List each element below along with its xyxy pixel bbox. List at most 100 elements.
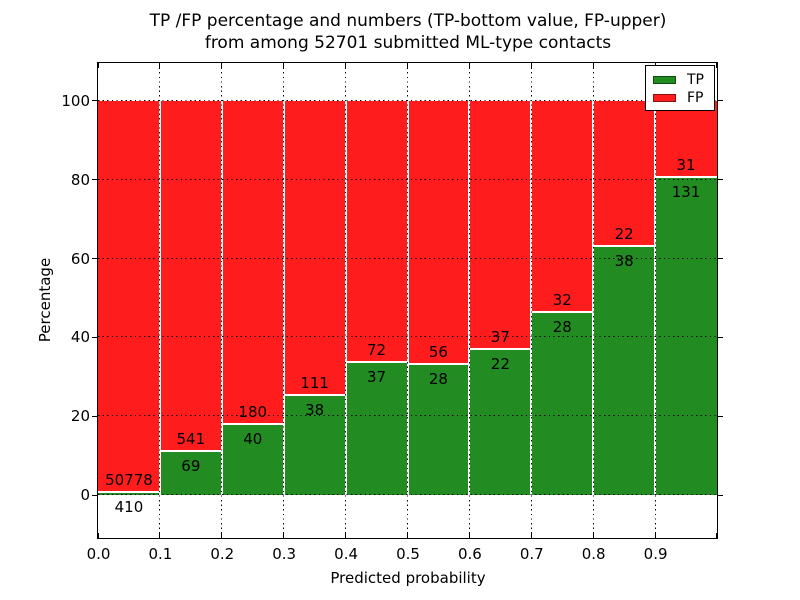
x-tick-label-0.2: 0.2	[210, 545, 235, 563]
x-gridline-0.3	[282, 63, 285, 538]
x-tick-label-0.7: 0.7	[519, 545, 544, 563]
x-tick-bottom	[468, 533, 470, 538]
x-tick-top	[221, 63, 223, 68]
x-tick-label-0.3: 0.3	[272, 545, 297, 563]
fp-segment	[531, 100, 594, 311]
x-tick-label-0.0: 0.0	[86, 545, 111, 563]
x-gridline-dots	[159, 63, 161, 538]
tp-count-label: 37	[366, 367, 387, 386]
x-tick-label-0.6: 0.6	[457, 545, 482, 563]
fp-count-label: 180	[238, 402, 268, 421]
x-tick-top	[407, 63, 408, 68]
y-tick-right	[717, 100, 723, 102]
y-gridline-0	[98, 494, 717, 496]
tp-legend-swatch	[653, 76, 676, 84]
fp-count-label: 32	[552, 290, 572, 309]
tp-count-label: 131	[671, 182, 701, 201]
x-tick-top	[345, 63, 347, 68]
x-tick-top	[592, 63, 594, 68]
y-tick-label-60: 60	[70, 249, 90, 268]
tp-segment	[221, 422, 284, 495]
plot-area: 50778 410 541 69 180 40 111 38 72 37 56 28 37 22 32 28 2…	[97, 62, 718, 539]
x-gridline-0.2	[220, 63, 223, 538]
x-tick-bottom	[407, 533, 408, 538]
stacked-bar-0.4	[345, 100, 408, 495]
x-gridline-0.7	[530, 63, 533, 538]
x-tick-bottom	[345, 533, 347, 538]
x-tick-bottom	[283, 533, 285, 538]
fp-count-label: 72	[366, 340, 387, 359]
y-tick-label-100: 100	[61, 91, 90, 110]
tp-count-label: 69	[181, 457, 201, 476]
y-gridline-40	[98, 336, 717, 338]
fp-count-label: 22	[614, 224, 634, 243]
fp-count-label: 31	[676, 155, 696, 174]
fp-segment	[469, 100, 532, 348]
tp-segment	[593, 244, 656, 495]
fp-count-label: 37	[490, 327, 510, 346]
x-tick-top	[159, 63, 161, 68]
tp-count-label: 410	[114, 498, 144, 517]
y-tick-left	[92, 494, 97, 496]
x-gridline-dots	[283, 63, 285, 538]
fp-segment	[283, 100, 346, 395]
x-gridline-0.1	[158, 63, 161, 538]
x-tick-top	[530, 63, 532, 68]
x-gridline-0.4	[344, 63, 347, 538]
x-gridline-dots	[592, 63, 594, 538]
x-tick-bottom	[221, 533, 223, 538]
y-tick-label-20: 20	[70, 407, 90, 426]
tp-count-label: 22	[490, 354, 510, 373]
x-gridline-dots	[654, 63, 656, 538]
y-tick-left	[92, 258, 97, 260]
legend-item-tp: TP	[653, 71, 714, 89]
y-tick-left	[92, 336, 97, 338]
x-tick-label-0.4: 0.4	[334, 545, 359, 563]
x-tick-label-0.9: 0.9	[643, 545, 668, 563]
x-gridline-0.8	[592, 63, 595, 538]
y-tick-label-40: 40	[70, 328, 90, 347]
legend-item-fp: FP	[653, 89, 714, 107]
stacked-bar-0.8	[593, 100, 656, 495]
tp-segment	[655, 175, 717, 495]
x-axis-label: Predicted probability	[330, 569, 486, 587]
chart-title: TP /FP percentage and numbers (TP-bottom…	[97, 10, 719, 54]
tp-count-label: 38	[305, 401, 325, 420]
tp-segment	[531, 310, 594, 495]
chart-title-line2: from among 52701 submitted ML-type conta…	[204, 33, 612, 53]
legend-label-fp: FP	[687, 90, 704, 106]
legend-label-tp: TP	[687, 72, 704, 88]
x-tick-bottom	[716, 533, 717, 538]
fp-count-label: 111	[300, 374, 329, 393]
x-tick-label-0.5: 0.5	[396, 545, 420, 563]
stacked-bar-0.0	[98, 100, 160, 495]
x-gridline-dots	[345, 63, 347, 538]
fp-segment	[345, 100, 408, 361]
tp-segment	[283, 394, 346, 495]
fp-segment	[159, 100, 222, 451]
y-gridline-20	[98, 415, 717, 417]
stacked-bar-0.1	[159, 100, 222, 495]
stacked-bar-0.6	[469, 100, 532, 495]
fp-legend-swatch	[653, 94, 676, 102]
tp-count-label: 28	[552, 317, 572, 336]
fp-segment	[407, 100, 470, 364]
x-gridline-0.9	[654, 63, 657, 538]
legend: TP FP	[645, 65, 715, 111]
x-tick-top	[468, 63, 470, 68]
x-tick-bottom	[98, 533, 99, 538]
x-gridline-dots	[221, 63, 223, 538]
y-tick-left	[92, 415, 97, 417]
x-gridline-dots	[407, 63, 408, 538]
y-tick-label-80: 80	[70, 170, 90, 189]
x-tick-top	[716, 63, 717, 68]
y-gridline-100	[98, 99, 717, 101]
y-tick-right	[717, 258, 723, 260]
fp-segment	[593, 100, 656, 245]
x-gridline-dots	[468, 63, 470, 538]
y-tick-left	[92, 100, 97, 102]
x-tick-bottom	[159, 533, 161, 538]
y-gridline-80	[98, 178, 717, 180]
y-tick-right	[717, 336, 723, 338]
